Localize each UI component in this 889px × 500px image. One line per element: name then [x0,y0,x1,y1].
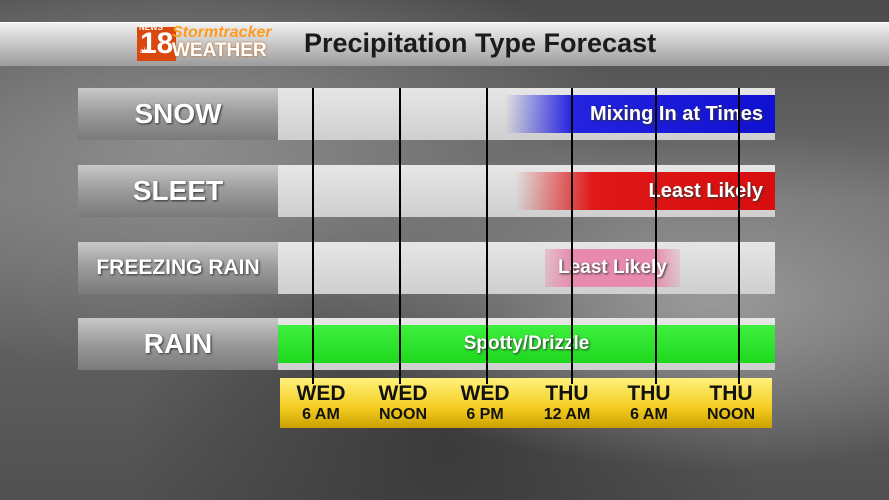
time-day: THU [545,382,589,405]
row-label: RAIN [78,318,278,370]
logo-network: abc [140,48,152,55]
time-cell: WED 6 PM [444,378,526,428]
time-hour: 6 AM [630,406,668,423]
time-hour: NOON [707,406,755,423]
time-hour: 12 AM [543,406,591,423]
logo-sub: WEATHER [172,40,267,61]
bar: Mixing In at Times [505,95,775,133]
time-cell: THU 6 AM [608,378,690,428]
time-day: WED [378,382,428,405]
bar: Spotty/Drizzle [278,325,775,363]
time-hour: 6 PM [466,406,504,423]
row-track [278,242,775,294]
row-label: FREEZING RAIN [78,242,278,294]
time-day: THU [709,382,753,405]
time-cell: WED NOON [362,378,444,428]
row-label: SLEET [78,165,278,217]
time-hour: NOON [379,406,427,423]
time-day: THU [627,382,671,405]
time-hour: 6 AM [302,406,340,423]
title: Precipitation Type Forecast [304,28,657,58]
row-label: SNOW [78,88,278,140]
bar: Least Likely [545,249,680,287]
time-axis: WED 6 AM WED NOON WED 6 PM THU 12 AM THU 6 AM THU N… [280,378,772,428]
logo-number: 18 [137,27,177,61]
bar: Least Likely [515,172,775,210]
time-cell: THU 12 AM [526,378,608,428]
time-day: WED [296,382,346,405]
time-cell: THU NOON [690,378,772,428]
logo-news: NEWS [139,23,163,32]
time-day: WED [460,382,510,405]
time-cell: WED 6 AM [280,378,362,428]
logo-brand: Stormtracker [172,24,272,41]
